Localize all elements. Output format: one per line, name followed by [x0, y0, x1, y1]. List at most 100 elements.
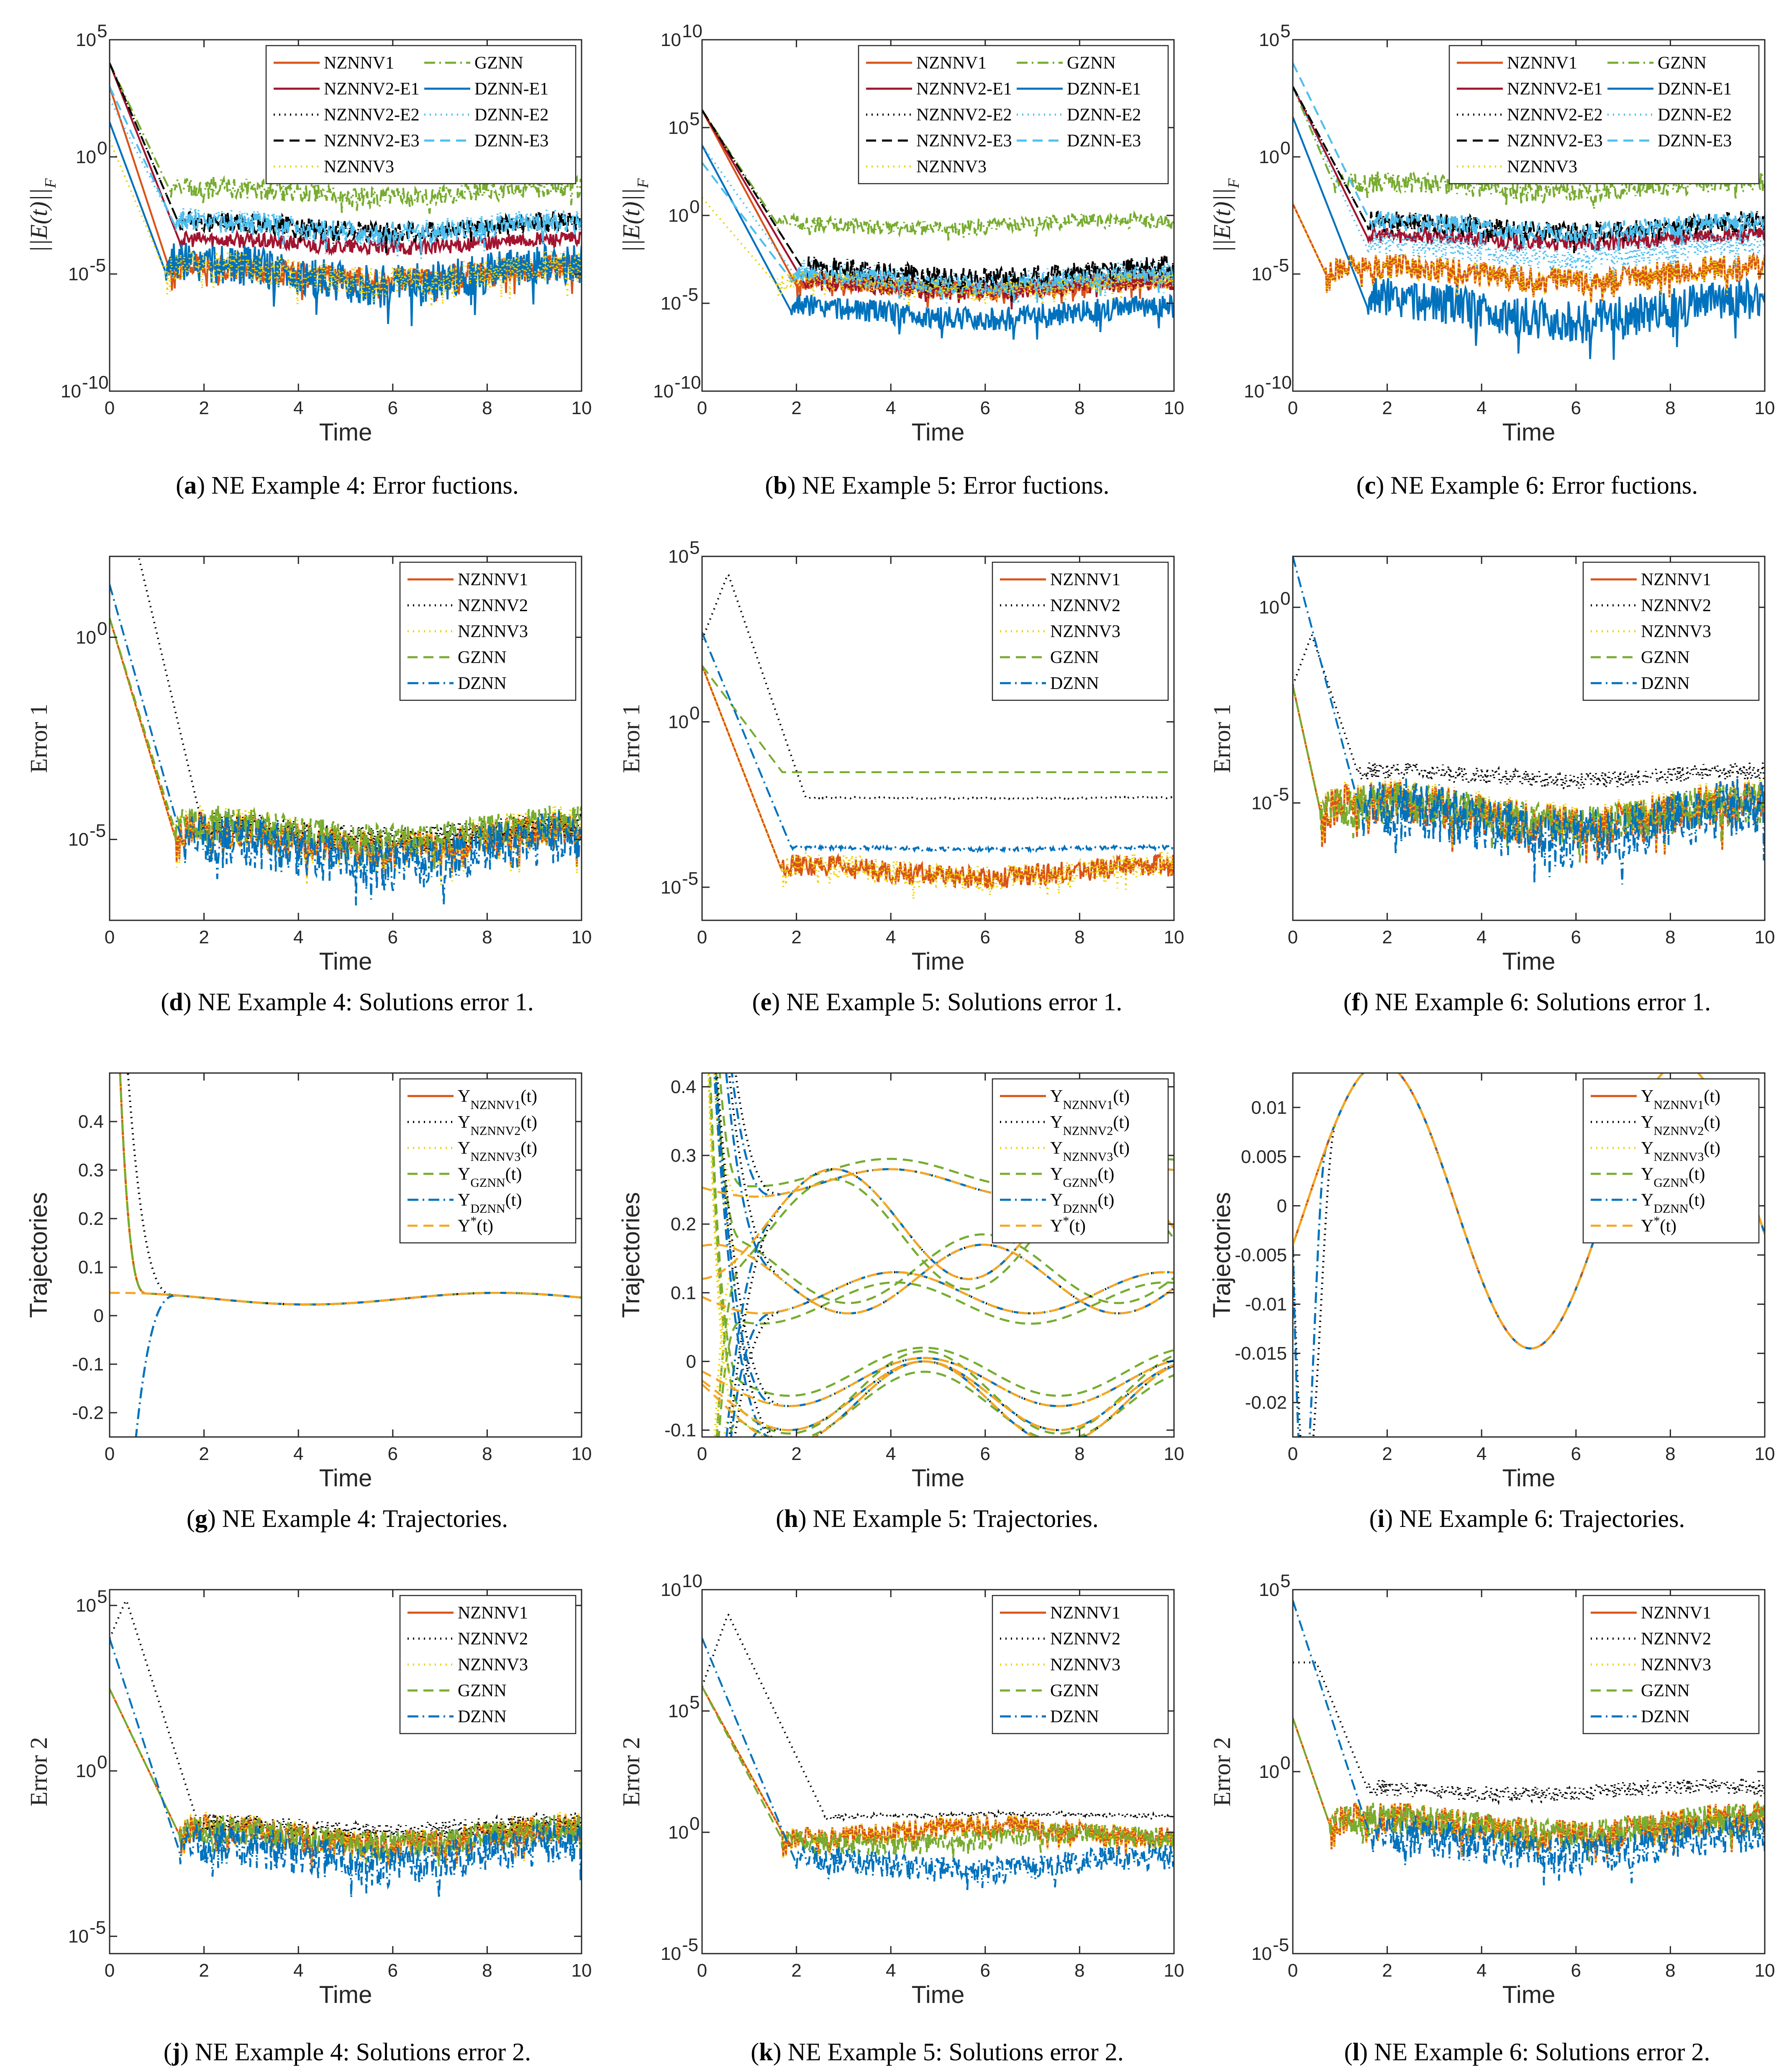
legend-label: YNZNNV2(t)	[1050, 1113, 1130, 1138]
y-tick-label: 10	[1259, 1580, 1279, 1600]
y-tick-label: 10	[661, 1580, 681, 1600]
y-axis-label: Error 2	[1208, 1737, 1235, 1806]
y-tick-exponent: 0	[1280, 138, 1290, 159]
y-tick-exponent: 0	[690, 703, 700, 723]
series-group	[702, 574, 1174, 899]
series-line-DZNN	[1293, 1600, 1765, 1885]
axes-box	[109, 39, 582, 392]
caption-f: (f) NE Example 6: Solutions error 1.	[1343, 988, 1711, 1016]
legend-label: NZNNV3	[1641, 622, 1711, 641]
axes-box	[701, 556, 1175, 921]
x-axis-label: Time	[319, 948, 372, 975]
x-tick-label: 4	[1476, 1444, 1487, 1464]
y-tick-label: 10	[668, 205, 689, 226]
x-tick-label: 6	[1571, 927, 1581, 948]
y-tick-exponent: 0	[690, 197, 700, 217]
x-tick-label: 0	[1288, 927, 1298, 948]
series-line-NZNNV2-E1	[110, 63, 582, 256]
legend-label: DZNN	[458, 674, 507, 693]
x-tick-label: 2	[791, 1444, 801, 1464]
legend-label: NZNNV1	[1050, 570, 1120, 589]
legend-label: GZNN	[1641, 648, 1690, 667]
y-tick-label: 10	[668, 1701, 689, 1721]
y-tick-exponent: -10	[82, 372, 109, 393]
series-line-GZNN	[709, 1073, 1174, 1397]
series-group	[1293, 1073, 1765, 1437]
y-tick-label: 0	[94, 1306, 104, 1326]
legend-label: YNZNNV1(t)	[1641, 1087, 1720, 1112]
y-tick-exponent: 10	[682, 21, 702, 41]
x-tick-label: 8	[482, 398, 492, 418]
x-tick-label: 4	[886, 1444, 896, 1464]
y-tick-label: 10	[68, 1926, 89, 1947]
x-tick-label: 6	[1571, 398, 1581, 418]
legend-label: DZNN-E1	[1658, 79, 1732, 99]
legend-label: YNZNNV2(t)	[458, 1113, 537, 1138]
x-tick-label: 2	[199, 1960, 209, 1981]
y-tick-label: -0.005	[1235, 1245, 1287, 1265]
y-tick-label: 0	[686, 1351, 696, 1372]
x-tick-label: 10	[572, 1960, 592, 1981]
legend-label: YNZNNV2(t)	[1641, 1113, 1720, 1138]
y-tick-label: 10	[68, 264, 89, 284]
y-tick-label: 10	[661, 30, 681, 50]
series-line-DZNN-E1	[702, 144, 1174, 340]
series-line-GZNN	[702, 665, 1174, 773]
legend-label: NZNNV2-E3	[1507, 131, 1603, 151]
legend-label: NZNNV3	[1641, 1655, 1711, 1675]
x-tick-label: 4	[886, 927, 896, 948]
x-tick-label: 8	[1074, 927, 1084, 948]
x-tick-label: 8	[482, 1960, 492, 1981]
y-tick-label: 0.4	[78, 1112, 104, 1132]
legend-box	[992, 1078, 1169, 1244]
x-tick-label: 2	[791, 1960, 801, 1981]
legend-label: NZNNV2-E1	[1507, 79, 1603, 99]
legend-label: NZNNV2	[1641, 596, 1711, 615]
y-tick-exponent: 5	[1280, 1571, 1290, 1591]
x-tick-label: 8	[1665, 927, 1675, 948]
y-tick-label: 10	[668, 546, 689, 567]
y-tick-label: 10	[668, 1822, 689, 1843]
x-tick-label: 10	[572, 1444, 592, 1464]
legend-label: NZNNV2	[1050, 1629, 1120, 1649]
x-tick-label: 8	[482, 1444, 492, 1464]
y-tick-label: 0.2	[671, 1214, 696, 1234]
x-tick-label: 6	[388, 1444, 398, 1464]
legend-label: NZNNV3	[1050, 1655, 1120, 1675]
x-tick-label: 2	[1382, 1444, 1392, 1464]
y-tick-label: 10	[76, 30, 96, 50]
x-axis-label: Time	[912, 1981, 965, 2008]
y-tick-label: 0.2	[78, 1209, 104, 1229]
y-tick-exponent: 0	[690, 1813, 700, 1834]
y-tick-exponent: -5	[1273, 255, 1289, 276]
series-group	[1293, 1600, 1765, 1885]
legend-label: GZNN	[1050, 1681, 1099, 1701]
y-axis-label: Trajectories	[1208, 1192, 1235, 1318]
y-tick-label: 0.3	[671, 1145, 696, 1166]
legend-label: DZNN-E3	[474, 131, 549, 151]
caption-c: (c) NE Example 6: Error fuctions.	[1356, 471, 1698, 499]
y-tick-label: 0	[1277, 1196, 1287, 1216]
x-tick-label: 0	[105, 1960, 115, 1981]
legend-label: NZNNV1	[1641, 570, 1711, 589]
legend-label: NZNNV1	[458, 570, 528, 589]
legend-label: DZNN-E2	[474, 105, 549, 125]
legend-label: DZNN	[458, 1707, 507, 1726]
legend-label: NZNNV1	[458, 1603, 528, 1623]
x-tick-label: 2	[1382, 927, 1392, 948]
legend-label: NZNNV2	[1641, 1629, 1711, 1649]
y-tick-label: 10	[76, 627, 96, 648]
x-tick-label: 6	[1571, 1444, 1581, 1464]
x-tick-label: 8	[1665, 1960, 1675, 1981]
legend-label: NZNNV2	[1050, 596, 1120, 615]
legend-label: YDZNN(t)	[1641, 1191, 1705, 1216]
series-line-DZNN	[702, 1638, 1174, 1892]
series-group	[110, 556, 582, 906]
y-tick-label: -0.1	[72, 1354, 104, 1375]
y-tick-exponent: 5	[690, 1692, 700, 1713]
y-tick-exponent: -5	[90, 1918, 106, 1938]
